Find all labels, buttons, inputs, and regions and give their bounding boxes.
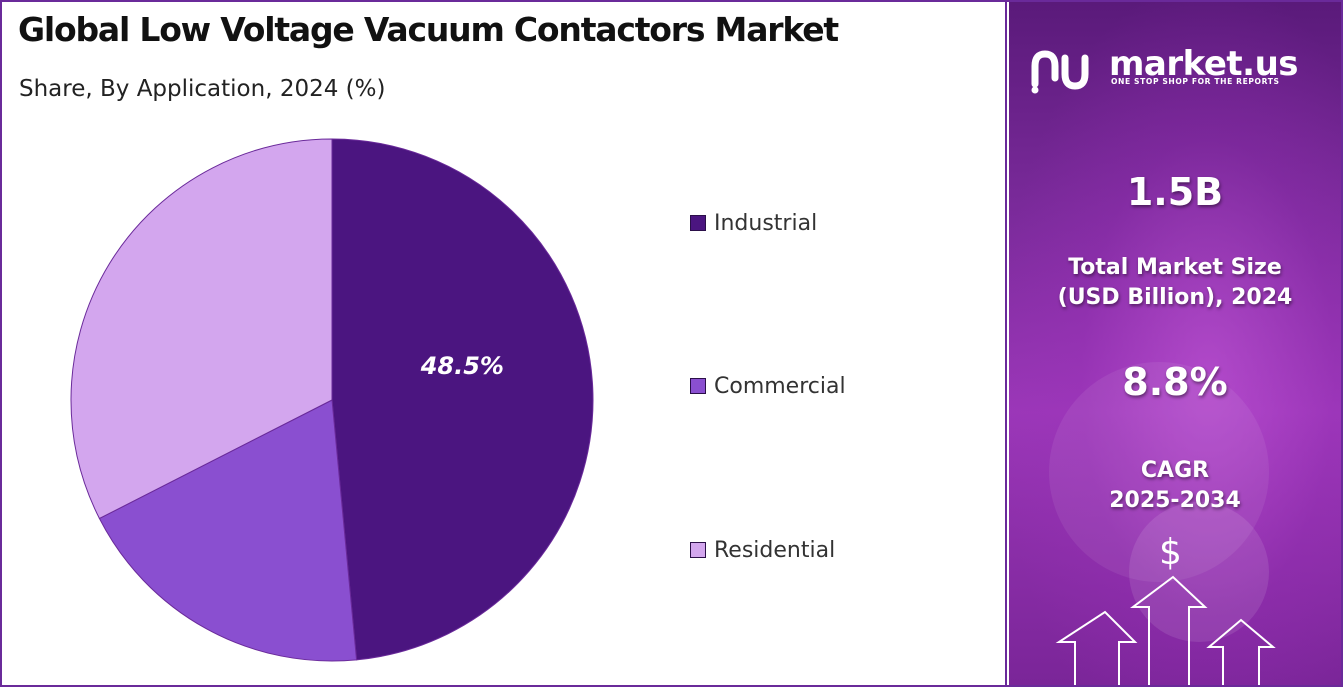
dollar-icon: $ [1159, 532, 1182, 573]
pie-slice-residential [70, 138, 333, 520]
market-size-label-line2: (USD Billion), 2024 [1057, 285, 1293, 310]
brand-tagline: ONE STOP SHOP FOR THE REPORTS [1111, 77, 1280, 86]
legend-label: Industrial [714, 210, 818, 236]
legend-swatch [690, 378, 706, 394]
legend-label: Residential [714, 537, 836, 563]
legend-label: Commercial [714, 373, 846, 399]
pie-chart: 48.5% [70, 138, 594, 662]
summary-panel: market.us ONE STOP SHOP FOR THE REPORTS … [1009, 2, 1341, 685]
chart-area: Global Low Voltage Vacuum Contactors Mar… [2, 2, 1007, 685]
data-label-industrial: 48.5% [420, 352, 504, 380]
cagr-label-line2: 2025-2034 [1109, 488, 1241, 513]
legend-swatch [690, 542, 706, 558]
legend-item-residential: Residential [690, 535, 835, 565]
market-size-label: Total Market Size (USD Billion), 2024 [1009, 253, 1341, 313]
cagr-value: 8.8% [1122, 360, 1228, 404]
market-size-label-line1: Total Market Size [1068, 255, 1282, 280]
background-decoration [1129, 502, 1269, 642]
brand-name: market.us [1109, 44, 1299, 84]
legend-item-industrial: Industrial [690, 208, 817, 238]
cagr-label-line1: CAGR [1140, 458, 1210, 483]
chart-title: Global Low Voltage Vacuum Contactors Mar… [18, 10, 839, 49]
legend-swatch [690, 215, 706, 231]
up-arrow-icon [1055, 575, 1276, 685]
market-us-logo: market.us ONE STOP SHOP FOR THE REPORTS [1029, 44, 1329, 104]
legend-item-commercial: Commercial [690, 371, 846, 401]
background-decoration [1049, 362, 1269, 582]
market-size-value: 1.5B [1126, 170, 1224, 214]
chart-subtitle: Share, By Application, 2024 (%) [19, 76, 386, 102]
cagr-label: CAGR 2025-2034 [1009, 456, 1341, 516]
pie-slice-industrial [331, 138, 594, 661]
market-us-logo-icon [1031, 50, 1089, 94]
pie-slice-commercial [98, 399, 358, 662]
